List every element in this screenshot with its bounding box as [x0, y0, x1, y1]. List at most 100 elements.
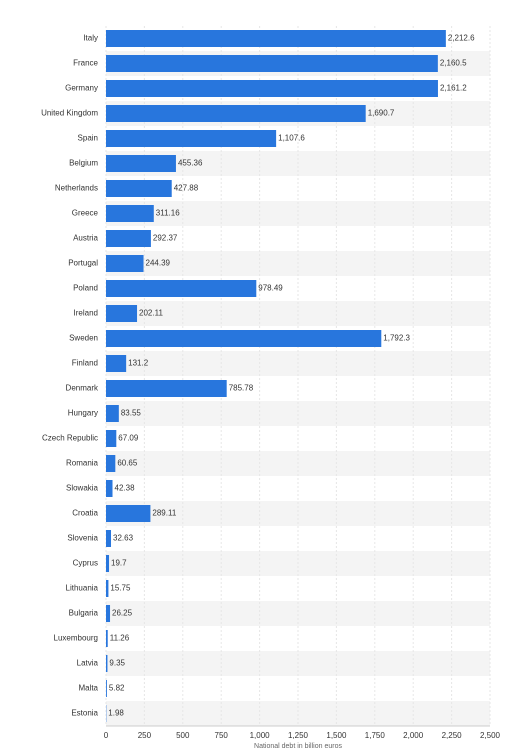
value-label: 2,161.2	[440, 84, 467, 93]
value-label: 11.26	[110, 634, 130, 643]
x-tick-label: 2,500	[480, 731, 501, 740]
y-tick-label: Belgium	[69, 159, 98, 168]
value-label: 1.98	[108, 709, 124, 718]
bar	[106, 405, 119, 422]
bar	[106, 455, 116, 472]
x-tick-label: 750	[215, 731, 229, 740]
x-tick-label: 1,250	[288, 731, 309, 740]
row-stripe	[106, 401, 490, 426]
value-label: 2,212.6	[448, 34, 475, 43]
x-tick-label: 1,000	[250, 731, 271, 740]
bar	[106, 580, 109, 597]
value-label: 1,107.6	[278, 134, 305, 143]
bar	[106, 655, 108, 672]
row-stripe	[106, 501, 490, 526]
value-label: 26.25	[112, 609, 133, 618]
y-tick-label: Bulgaria	[69, 609, 99, 618]
y-tick-label: Germany	[65, 84, 98, 93]
y-tick-label: United Kingdom	[41, 109, 98, 118]
y-tick-label: Italy	[83, 34, 98, 43]
y-tick-label: Malta	[78, 684, 98, 693]
bar	[106, 130, 277, 147]
value-label: 42.38	[115, 484, 136, 493]
y-tick-label: Ireland	[74, 309, 98, 318]
bar	[106, 480, 113, 497]
value-label: 83.55	[121, 409, 142, 418]
bar	[106, 30, 446, 47]
x-tick-label: 1,500	[326, 731, 347, 740]
y-tick-label: Spain	[78, 134, 98, 143]
value-label: 19.7	[111, 559, 127, 568]
y-tick-label: Croatia	[72, 509, 98, 518]
value-label: 202.11	[139, 309, 163, 318]
bar	[106, 330, 382, 347]
y-tick-label: Slowakia	[66, 484, 99, 493]
row-stripe	[106, 601, 490, 626]
value-label: 1,792.3	[383, 334, 410, 343]
row-stripe	[106, 701, 490, 726]
y-tick-label: Romania	[66, 459, 99, 468]
value-label: 1,690.7	[368, 109, 395, 118]
y-tick-label: Czech Republic	[42, 434, 98, 443]
value-label: 9.35	[109, 659, 125, 668]
bar	[106, 355, 127, 372]
y-tick-label: Austria	[73, 234, 98, 243]
x-tick-label: 250	[138, 731, 152, 740]
y-tick-label: Poland	[73, 284, 98, 293]
value-label: 32.63	[113, 534, 134, 543]
x-tick-label: 1,750	[365, 731, 386, 740]
y-tick-label: Denmark	[66, 384, 99, 393]
row-stripe	[106, 301, 490, 326]
y-tick-label: Slovenia	[67, 534, 98, 543]
y-tick-label: Estonia	[71, 709, 98, 718]
bar	[106, 230, 151, 247]
value-label: 292.37	[153, 234, 178, 243]
bar	[106, 305, 138, 322]
x-tick-label: 500	[176, 731, 190, 740]
value-label: 455.36	[178, 159, 203, 168]
y-tick-label: Finland	[72, 359, 98, 368]
bar	[106, 280, 257, 297]
x-axis-title: National debt in billion euros	[254, 743, 342, 750]
value-label: 15.75	[110, 584, 131, 593]
bar	[106, 80, 438, 97]
y-tick-label: Hungary	[68, 409, 98, 418]
value-label: 131.2	[128, 359, 149, 368]
bar	[106, 555, 110, 572]
y-tick-label: Lithuania	[66, 584, 99, 593]
value-label: 311.16	[156, 209, 180, 218]
bar	[106, 430, 117, 447]
x-tick-label: 2,250	[442, 731, 463, 740]
value-label: 244.39	[146, 259, 171, 268]
y-tick-label: Portugal	[68, 259, 98, 268]
bar	[106, 255, 144, 272]
y-tick-label: Greece	[72, 209, 99, 218]
value-label: 67.09	[118, 434, 139, 443]
x-tick-label: 0	[104, 731, 109, 740]
y-tick-label: Cyprus	[73, 559, 98, 568]
bar	[106, 630, 108, 647]
bar	[106, 380, 227, 397]
y-tick-label: Netherlands	[55, 184, 98, 193]
value-label: 785.78	[229, 384, 254, 393]
y-tick-label: Luxembourg	[54, 634, 98, 643]
bar	[106, 680, 107, 697]
value-label: 978.49	[258, 284, 283, 293]
bar	[106, 530, 112, 547]
value-label: 289.11	[152, 509, 176, 518]
x-tick-label: 2,000	[403, 731, 424, 740]
y-tick-label: France	[73, 59, 98, 68]
bar	[106, 205, 154, 222]
value-label: 60.65	[117, 459, 138, 468]
bar	[106, 605, 111, 622]
row-stripe	[106, 201, 490, 226]
y-tick-label: Sweden	[69, 334, 98, 343]
bar	[106, 155, 176, 172]
value-label: 427.88	[174, 184, 199, 193]
value-label: 2,160.5	[440, 59, 467, 68]
bar	[106, 55, 438, 72]
bar	[106, 105, 366, 122]
y-tick-label: Latvia	[77, 659, 99, 668]
bar	[106, 505, 151, 522]
